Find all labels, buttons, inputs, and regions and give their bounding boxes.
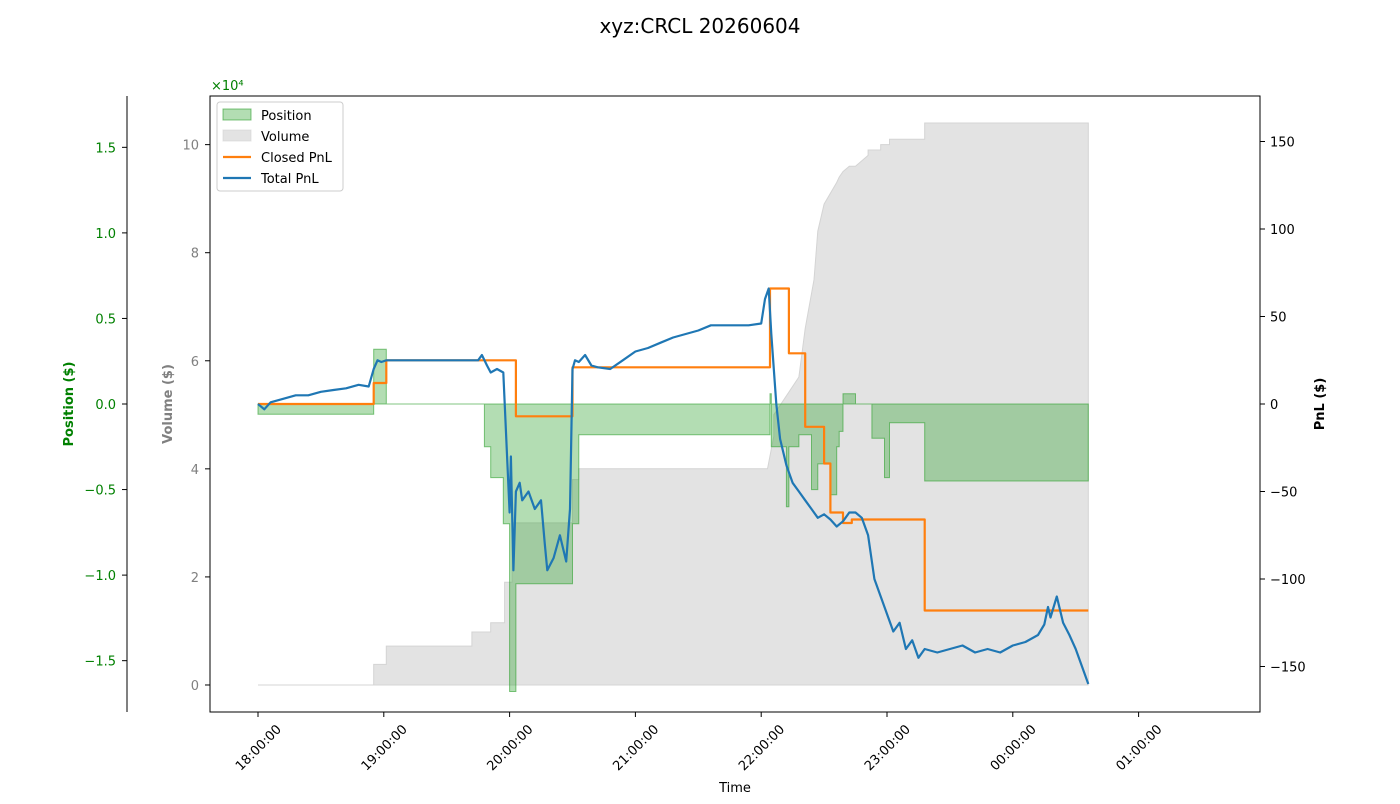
volume-tick-label: 2 bbox=[191, 571, 199, 586]
volume-area-layer bbox=[258, 122, 1089, 686]
time-tick-label: 18:00:00 bbox=[233, 722, 285, 774]
position-tick-label: 0.0 bbox=[95, 398, 116, 413]
volume-tick-label: 0 bbox=[191, 679, 199, 694]
time-tick-label: 22:00:00 bbox=[736, 722, 788, 774]
position-area-layer bbox=[257, 348, 1089, 692]
position-axis-label: Position ($) bbox=[62, 362, 77, 447]
pnl-tick-label: 100 bbox=[1270, 223, 1295, 238]
position-axis: 1.5 1.0 0.5 0.0 −0.5 −1.0 −1.5 bbox=[84, 141, 127, 670]
volume-axis: 10 8 6 4 2 0 bbox=[182, 139, 210, 694]
pnl-tick-label: 0 bbox=[1270, 398, 1278, 413]
time-axis: 18:00:00 19:00:00 20:00:00 21:00:00 22:00:00… bbox=[233, 712, 1165, 774]
position-tick-label: 1.0 bbox=[95, 227, 116, 242]
legend-swatch bbox=[222, 108, 252, 121]
legend-label: Closed PnL bbox=[261, 151, 333, 166]
volume-axis-label: Volume ($) bbox=[161, 364, 176, 444]
pnl-tick-label: −100 bbox=[1270, 573, 1306, 588]
legend-box bbox=[216, 101, 344, 192]
legend-swatch bbox=[222, 129, 252, 142]
volume-area bbox=[258, 122, 1089, 686]
legend-label: Position bbox=[261, 109, 312, 124]
time-tick-label: 20:00:00 bbox=[485, 722, 537, 774]
volume-tick-label: 8 bbox=[191, 247, 199, 262]
pnl-tick-label: −150 bbox=[1270, 661, 1306, 676]
chart-title: xyz:CRCL 20260604 bbox=[599, 14, 800, 38]
position-tick-label: −0.5 bbox=[84, 484, 116, 499]
time-tick-label: 00:00:00 bbox=[988, 722, 1040, 774]
pnl-tick-label: 150 bbox=[1270, 136, 1295, 151]
pnl-tick-label: −50 bbox=[1270, 486, 1297, 501]
time-tick-label: 23:00:00 bbox=[862, 722, 914, 774]
volume-tick-label: 10 bbox=[182, 139, 199, 154]
volume-tick-label: 6 bbox=[191, 355, 199, 370]
time-tick-label: 21:00:00 bbox=[610, 722, 662, 774]
legend-label: Volume bbox=[261, 130, 309, 145]
legend-label: Total PnL bbox=[260, 172, 319, 187]
x-axis-label: Time bbox=[718, 781, 751, 796]
pnl-tick-label: 50 bbox=[1270, 311, 1287, 326]
legend: Position Volume Closed PnL Total PnL bbox=[216, 101, 344, 192]
volume-tick-label: 4 bbox=[191, 463, 199, 478]
position-tick-label: −1.5 bbox=[84, 655, 116, 670]
position-tick-label: 0.5 bbox=[95, 312, 116, 327]
time-tick-label: 19:00:00 bbox=[359, 722, 411, 774]
position-tick-label: −1.0 bbox=[84, 569, 116, 584]
position-area bbox=[257, 348, 1089, 692]
pnl-lines-layer bbox=[257, 287, 1090, 685]
total-pnl-line bbox=[257, 287, 1090, 685]
time-tick-label: 01:00:00 bbox=[1114, 722, 1166, 774]
volume-scale-label: ×10⁴ bbox=[211, 79, 244, 94]
pnl-axis-label: PnL ($) bbox=[1313, 378, 1328, 431]
position-tick-label: 1.5 bbox=[95, 141, 116, 156]
pnl-axis: 150 100 50 0 −50 −100 −150 bbox=[1260, 136, 1306, 676]
